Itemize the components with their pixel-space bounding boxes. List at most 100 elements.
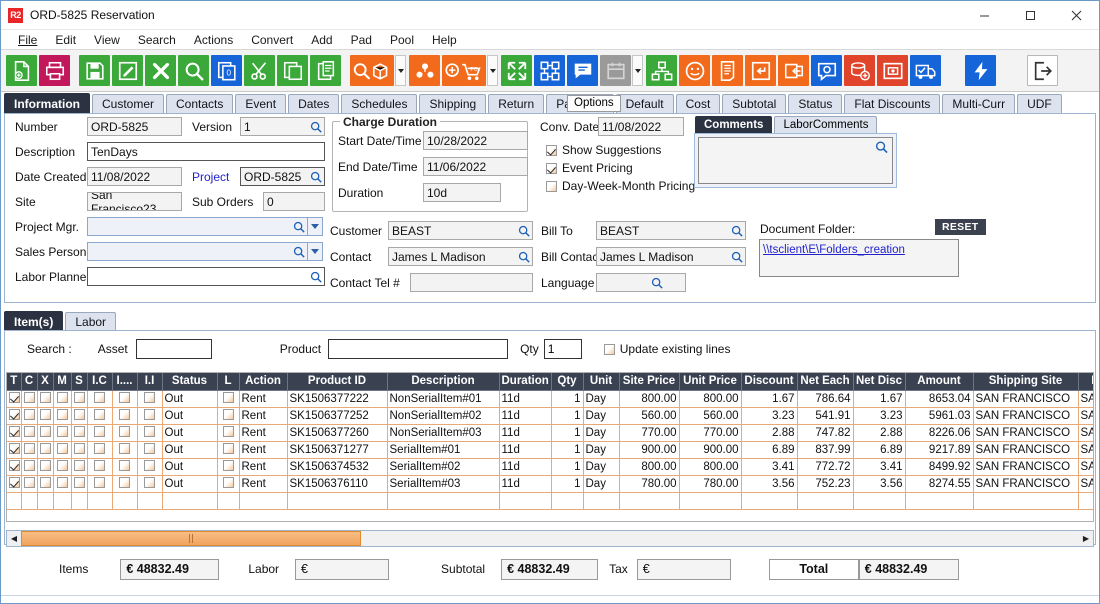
cell-action[interactable]: Rent [239,390,288,408]
col-product-id[interactable]: Product ID [287,373,388,391]
cell-unit[interactable]: Day [583,458,620,476]
tab-customer[interactable]: Customer [92,94,165,113]
quick-action-bolt-icon[interactable] [965,55,996,86]
search-icon[interactable] [310,271,322,283]
cell-i4[interactable] [112,407,138,425]
checkbox-icon[interactable] [23,442,35,454]
project-field[interactable]: ORD-5825 [240,167,325,186]
edit-pencil-icon[interactable] [112,55,143,86]
cell-l[interactable] [217,441,240,459]
search-icon[interactable] [178,55,209,86]
cell-ic[interactable] [87,475,113,493]
cell-m[interactable] [53,424,72,442]
cell-status[interactable]: Out [162,407,218,425]
checkbox-icon[interactable] [94,459,105,471]
cell-status[interactable]: Out [162,458,218,476]
table-row[interactable]: Out Rent SK1506377252 NonSerialItem#02 11d 1 D… [7,407,1093,425]
asset-input[interactable] [135,339,212,359]
cell-shipping-site[interactable]: SAN FRANCISCO [973,458,1079,476]
sales-person-field[interactable] [87,242,308,261]
cell-t[interactable] [7,390,22,408]
checkbox-icon[interactable] [119,408,130,420]
cell-product-id[interactable]: SK1506377222 [287,390,388,408]
checkbox-icon[interactable] [56,408,68,420]
cell-returning-site[interactable]: SANJOSE [1078,424,1093,442]
cell-ii[interactable] [137,390,163,408]
cell-discount[interactable]: 2.88 [741,424,798,442]
cell-duration[interactable]: 11d [499,441,552,459]
cell-s[interactable] [71,441,88,459]
cell-action[interactable]: Rent [239,458,288,476]
hierarchy-icon[interactable] [646,55,677,86]
cell-m[interactable] [53,407,72,425]
cell-s[interactable] [71,458,88,476]
document-folder-path[interactable]: \\tsclient\E\Folders_creation [763,244,905,256]
checkbox-icon[interactable] [144,425,155,437]
checkbox-icon[interactable] [546,144,557,156]
cell-description[interactable]: SerialItem#03 [387,475,500,493]
chevron-down-icon[interactable] [308,217,323,236]
labor-total-value[interactable]: € [295,558,390,580]
table-row[interactable]: Out Rent SK1506374532 SerialItem#02 11d 1 Day 8… [7,458,1093,476]
cell-empty[interactable] [53,492,72,510]
menu-add[interactable]: Add [311,32,333,47]
cell-empty[interactable] [973,492,1079,510]
cell-unit-price[interactable]: 770.00 [679,424,742,442]
col-qty[interactable]: Qty [551,373,584,391]
duration-field[interactable]: 10d [423,183,501,202]
cell-shipping-site[interactable]: SAN FRANCISCO [973,390,1079,408]
cell-s[interactable] [71,424,88,442]
cell-net-disc[interactable]: 2.88 [853,424,906,442]
cell-t[interactable] [7,424,22,442]
cell-empty[interactable] [239,492,288,510]
cell-empty[interactable] [71,492,88,510]
cell-unit[interactable]: Day [583,424,620,442]
sales-person-combo[interactable] [87,242,323,261]
tab-multi-curr[interactable]: Multi-Curr [942,94,1016,113]
checkbox-icon[interactable] [144,476,155,488]
tab-return[interactable]: Return [488,94,545,113]
cell-amount[interactable]: 8653.04 [905,390,974,408]
cell-shipping-site[interactable]: SAN FRANCISCO [973,441,1079,459]
cell-status[interactable]: Out [162,390,218,408]
checkbox-icon[interactable] [39,476,51,488]
comments-icon[interactable] [567,55,598,86]
tab-event[interactable]: Event [235,94,287,113]
cell-empty[interactable] [679,492,742,510]
cell-unit[interactable]: Day [583,441,620,459]
tab-subtotal[interactable]: Subtotal [722,94,787,113]
cell-qty[interactable]: 1 [551,390,584,408]
checkbox-icon[interactable] [73,442,85,454]
minimize-icon[interactable] [961,1,1007,30]
cell-ii[interactable] [137,441,163,459]
checkbox-icon[interactable] [94,442,105,454]
subtab-comments[interactable]: Comments [695,116,773,133]
checkbox-icon[interactable] [119,391,130,403]
col-t[interactable]: T [7,373,22,391]
cell-shipping-site[interactable]: SAN FRANCISCO [973,407,1079,425]
project-mgr-combo[interactable] [87,217,323,236]
search-icon[interactable] [293,221,305,233]
cell-discount[interactable]: 6.89 [741,441,798,459]
tab-schedules[interactable]: Schedules [341,94,418,113]
cell-t[interactable] [7,475,22,493]
menu-pool[interactable]: Pool [389,32,414,47]
cell-empty[interactable] [137,492,163,510]
checkbox-icon[interactable] [9,425,20,437]
cell-empty[interactable] [1078,492,1093,510]
cell-i4[interactable] [112,458,138,476]
cell-qty[interactable]: 1 [551,458,584,476]
tab-contacts[interactable]: Contacts [166,94,234,113]
safe-box-icon[interactable] [877,55,908,86]
maximize-icon[interactable] [1007,1,1053,30]
cell-net-disc[interactable]: 3.56 [853,475,906,493]
cell-net-each[interactable]: 786.64 [797,390,854,408]
cell-empty[interactable] [217,492,240,510]
checkbox-icon[interactable] [39,442,51,454]
copy-icon[interactable] [277,55,308,86]
checkbox-icon[interactable] [23,408,35,420]
tab-items[interactable]: Item(s) [4,311,64,331]
menu-pad[interactable]: Pad [350,32,372,47]
menu-search[interactable]: Search [137,32,176,47]
checkbox-icon[interactable] [39,391,51,403]
